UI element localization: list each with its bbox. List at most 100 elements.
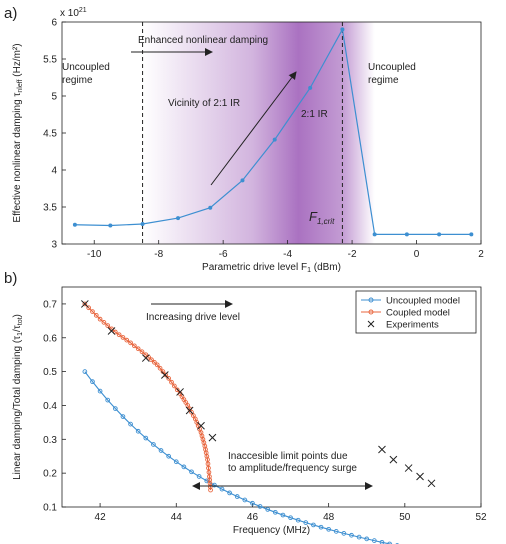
data-point <box>105 323 111 328</box>
experiment-point <box>81 300 89 308</box>
legend-label: Coupled model <box>386 308 450 319</box>
x-tick-label: 44 <box>171 512 183 523</box>
uncoupled-left-label-1: Uncoupled <box>62 62 110 73</box>
panel-a-series <box>72 27 474 237</box>
experiment-point <box>160 371 169 379</box>
data-point <box>326 526 331 532</box>
y-tick-label: 5.5 <box>43 55 57 66</box>
data-point <box>82 301 88 307</box>
experiment-point <box>197 421 205 430</box>
experiment-point <box>107 327 116 335</box>
panel-b: b) 42 44 46 48 50 52 0.1 0.2 0.3 0.4 0.5 0.6 0.7 Fr… <box>4 270 487 544</box>
y-tick-label: 0.6 <box>43 333 57 344</box>
data-point <box>128 421 133 427</box>
legend-item: Experiments <box>367 320 439 331</box>
data-point <box>272 137 277 142</box>
experiment-point <box>141 354 150 362</box>
experiment-point <box>427 479 436 488</box>
x-tick-label: 42 <box>95 512 107 523</box>
series-line <box>84 303 212 491</box>
data-point <box>152 359 157 365</box>
x-tick-label: 48 <box>323 512 335 523</box>
data-point <box>135 346 141 352</box>
data-point <box>93 312 99 318</box>
data-point <box>169 379 174 385</box>
panel-a-y-ticks: 3 3.5 4 4.5 5 5.5 6 <box>43 18 66 251</box>
data-point <box>272 509 278 515</box>
data-point <box>112 406 118 411</box>
data-point <box>173 459 179 465</box>
data-point <box>404 232 409 237</box>
panel-a: a) -10 -8 -6 -4 -2 0 2 3 3.5 4 4.5 5 5.5 6 x 1021 Pa… <box>4 5 484 274</box>
data-point <box>166 453 172 459</box>
y-tick-label: 0.3 <box>43 435 57 446</box>
panel-a-y-label: Effective nonlinear damping τnleff (Hz/m… <box>12 43 24 222</box>
enhanced-damping-label: Enhanced nonlinear damping <box>138 35 268 46</box>
y-tick-label: 0.5 <box>43 367 57 378</box>
data-point <box>163 372 169 378</box>
x-tick-label: -4 <box>283 249 292 260</box>
data-point <box>166 376 172 381</box>
data-point <box>139 349 145 355</box>
y-tick-label: 0.2 <box>43 469 57 480</box>
data-point <box>97 388 103 394</box>
legend-item: Uncoupled model <box>361 296 460 307</box>
series-line <box>84 371 393 544</box>
data-point <box>240 178 245 183</box>
vicinity-label: Vicinity of 2:1 IR <box>168 98 240 109</box>
data-point <box>189 409 194 415</box>
y-tick-label: 3.5 <box>43 203 57 214</box>
data-point <box>149 357 154 363</box>
shade-rise <box>142 22 343 244</box>
enhanced-damping-shade <box>142 22 375 244</box>
data-point <box>364 536 370 542</box>
data-point <box>205 457 210 462</box>
data-point <box>318 524 324 530</box>
x-tick-label: 2 <box>478 249 484 260</box>
data-point <box>308 85 313 90</box>
inaccessible-label-1: Inaccesible limit points due <box>228 451 348 462</box>
panel-b-axes <box>61 286 482 508</box>
data-point <box>295 517 301 523</box>
dashed-markers <box>142 22 343 244</box>
data-point <box>371 538 377 543</box>
x-tick-label: -10 <box>87 249 102 260</box>
data-point <box>82 369 88 374</box>
y-tick-label: 0.1 <box>43 503 57 514</box>
data-point <box>174 387 180 393</box>
data-point <box>90 309 95 314</box>
x-tick-label: -6 <box>219 249 228 260</box>
data-point <box>128 340 133 346</box>
x-tick-label: -2 <box>348 249 357 260</box>
uncoupled-left-label-2: regime <box>62 75 93 86</box>
ir-label: 2:1 IR <box>301 109 328 120</box>
data-point <box>120 414 126 419</box>
data-point <box>257 504 263 509</box>
panel-b-x-ticks: 42 44 46 48 50 52 <box>95 503 487 523</box>
data-point <box>116 332 122 338</box>
legend-label: Uncoupled model <box>386 296 460 307</box>
data-point <box>72 222 77 227</box>
data-point <box>158 448 164 453</box>
experiment-point <box>176 388 184 396</box>
data-point <box>157 365 163 371</box>
y-tick-label: 6 <box>51 18 57 29</box>
data-point <box>437 232 442 237</box>
data-point <box>196 474 202 479</box>
y-tick-label: 5 <box>51 92 57 103</box>
data-point <box>206 465 211 471</box>
data-point <box>154 362 160 368</box>
data-point <box>265 507 271 512</box>
uncoupled-right-label-1: Uncoupled <box>368 62 416 73</box>
experiment-point <box>378 445 386 454</box>
data-point <box>206 469 212 475</box>
data-point <box>250 500 255 506</box>
panel-b-y-ticks: 0.1 0.2 0.3 0.4 0.5 0.6 0.7 <box>43 299 66 514</box>
data-point <box>372 232 377 237</box>
experiment-point <box>416 472 424 481</box>
panel-b-x-label: Frequency (MHz) <box>233 525 310 536</box>
data-point <box>469 232 474 237</box>
data-point <box>208 205 213 210</box>
